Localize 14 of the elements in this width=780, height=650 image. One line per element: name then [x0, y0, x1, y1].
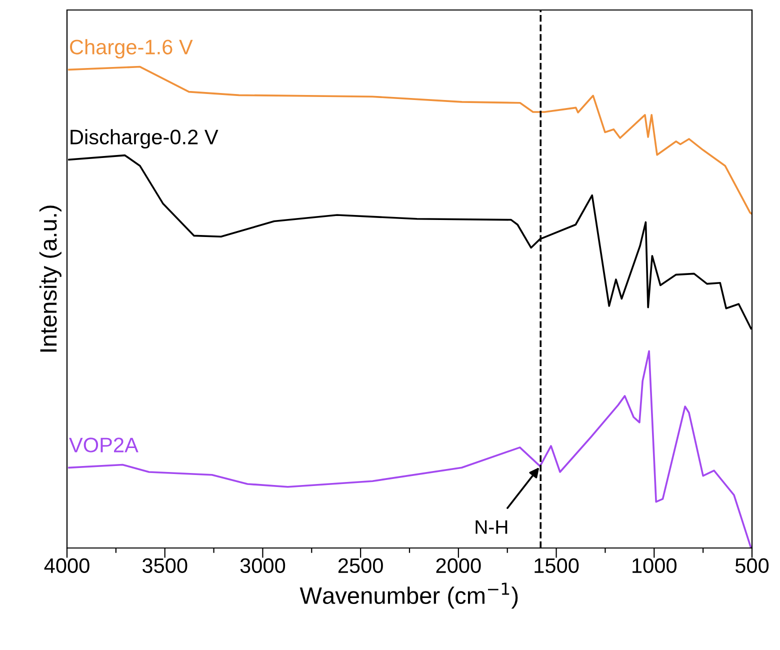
series-label: Charge-1.6 V	[70, 39, 193, 59]
x-tick-label: 3000	[240, 558, 286, 574]
x-tick-label: 2000	[436, 558, 481, 574]
x-tick-label: 1000	[632, 558, 677, 574]
x-tick-label: 2500	[338, 558, 383, 574]
x-tick-label: 3500	[142, 558, 188, 574]
x-axis-title: Wavenumber (cm$^{−1}$)	[300, 582, 518, 609]
series-label: Discharge-0.2 V	[70, 129, 218, 149]
x-tick-label: 4000	[44, 558, 90, 574]
x-tick-label: 500	[735, 558, 769, 574]
y-axis-title: Intensity (a.u.)	[39, 206, 62, 352]
x-tick-label: 1500	[534, 558, 579, 574]
annotation: N-H	[476, 520, 508, 534]
series-label: VOP2A	[69, 438, 138, 452]
